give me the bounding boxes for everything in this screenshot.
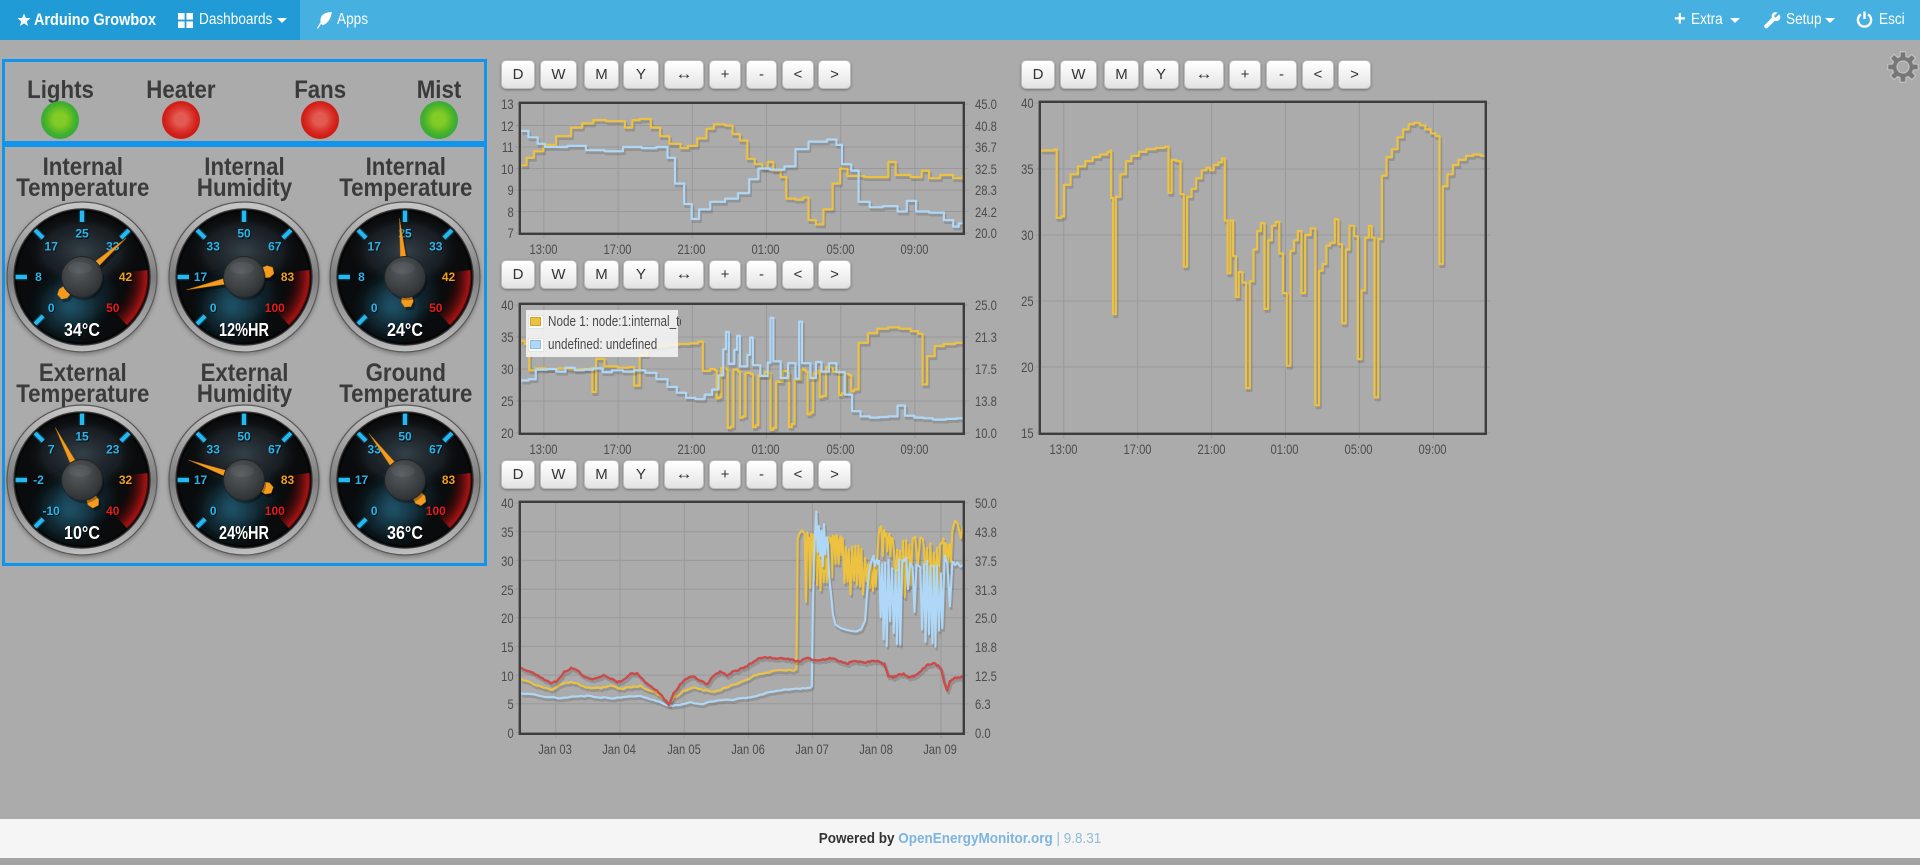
svg-text:0: 0 — [49, 302, 56, 316]
svg-text:17: 17 — [46, 241, 60, 255]
svg-text:33: 33 — [430, 241, 444, 255]
svg-text:50: 50 — [430, 302, 444, 316]
svg-text:50: 50 — [429, 301, 443, 315]
svg-text:100: 100 — [265, 302, 285, 316]
svg-text:50: 50 — [238, 228, 252, 242]
svg-text:17: 17 — [368, 239, 382, 253]
svg-text:33: 33 — [106, 239, 120, 253]
svg-text:50: 50 — [107, 302, 121, 316]
svg-text:8: 8 — [35, 270, 42, 284]
svg-text:24°C: 24°C — [387, 319, 423, 340]
svg-text:8: 8 — [358, 270, 365, 284]
svg-text:50: 50 — [237, 430, 251, 444]
svg-text:0: 0 — [48, 301, 55, 315]
svg-text:83: 83 — [442, 473, 456, 487]
svg-text:32: 32 — [120, 474, 134, 488]
svg-text:0: 0 — [209, 301, 216, 315]
svg-text:8: 8 — [36, 271, 43, 285]
svg-text:24%HR: 24%HR — [219, 522, 269, 543]
svg-text:12%HR: 12%HR — [219, 319, 269, 340]
svg-text:42: 42 — [443, 271, 457, 285]
svg-text:25: 25 — [76, 228, 90, 242]
svg-text:50: 50 — [399, 431, 413, 445]
svg-text:83: 83 — [281, 474, 295, 488]
svg-text:10°C: 10°C — [65, 523, 101, 544]
svg-text:17: 17 — [369, 241, 383, 255]
svg-text:23: 23 — [107, 444, 121, 458]
svg-text:67: 67 — [268, 239, 282, 253]
svg-text:100: 100 — [426, 504, 446, 518]
svg-text:34°C: 34°C — [64, 319, 100, 340]
svg-text:34°C: 34°C — [65, 320, 101, 341]
svg-text:24%HR: 24%HR — [220, 523, 270, 544]
svg-text:100: 100 — [265, 505, 285, 519]
svg-text:17: 17 — [193, 270, 207, 284]
svg-text:36°C: 36°C — [388, 523, 424, 544]
svg-text:-2: -2 — [33, 473, 44, 487]
svg-text:24°C: 24°C — [388, 320, 424, 341]
svg-text:17: 17 — [193, 473, 207, 487]
svg-text:25: 25 — [75, 227, 89, 241]
svg-text:8: 8 — [359, 271, 366, 285]
svg-text:17: 17 — [356, 474, 370, 488]
svg-text:83: 83 — [281, 271, 295, 285]
svg-text:33: 33 — [429, 239, 443, 253]
svg-text:100: 100 — [427, 505, 447, 519]
svg-text:83: 83 — [280, 270, 294, 284]
svg-text:17: 17 — [45, 239, 59, 253]
svg-text:17: 17 — [355, 473, 369, 487]
svg-text:83: 83 — [280, 473, 294, 487]
svg-text:67: 67 — [269, 444, 283, 458]
svg-text:0: 0 — [209, 504, 216, 518]
svg-text:33: 33 — [206, 442, 220, 456]
svg-text:33: 33 — [207, 444, 221, 458]
svg-text:50: 50 — [398, 430, 412, 444]
svg-text:0: 0 — [372, 302, 379, 316]
svg-text:15: 15 — [76, 431, 90, 445]
svg-text:40: 40 — [107, 505, 121, 519]
svg-text:7: 7 — [48, 442, 55, 456]
svg-text:17: 17 — [194, 271, 208, 285]
svg-text:32: 32 — [119, 473, 133, 487]
svg-text:23: 23 — [106, 442, 120, 456]
svg-text:33: 33 — [206, 239, 220, 253]
svg-text:67: 67 — [269, 241, 283, 255]
svg-text:0: 0 — [371, 301, 378, 315]
svg-text:0: 0 — [210, 302, 217, 316]
svg-text:42: 42 — [120, 271, 134, 285]
svg-text:-2: -2 — [34, 474, 45, 488]
svg-text:67: 67 — [430, 444, 444, 458]
svg-text:36°C: 36°C — [387, 522, 423, 543]
svg-text:100: 100 — [264, 301, 284, 315]
svg-text:10°C: 10°C — [64, 522, 100, 543]
svg-text:7: 7 — [49, 444, 56, 458]
svg-text:-10: -10 — [44, 505, 62, 519]
svg-text:67: 67 — [268, 442, 282, 456]
svg-text:0: 0 — [372, 505, 379, 519]
svg-text:42: 42 — [119, 270, 133, 284]
svg-text:50: 50 — [106, 301, 120, 315]
svg-text:40: 40 — [106, 504, 120, 518]
svg-text:0: 0 — [210, 505, 217, 519]
svg-text:50: 50 — [237, 227, 251, 241]
svg-text:17: 17 — [194, 474, 208, 488]
svg-text:42: 42 — [442, 270, 456, 284]
svg-text:67: 67 — [429, 442, 443, 456]
svg-text:-10: -10 — [43, 504, 61, 518]
svg-text:100: 100 — [264, 504, 284, 518]
svg-text:12%HR: 12%HR — [220, 320, 270, 341]
svg-text:33: 33 — [207, 241, 221, 255]
svg-text:0: 0 — [371, 504, 378, 518]
svg-text:83: 83 — [443, 474, 457, 488]
svg-text:50: 50 — [238, 431, 252, 445]
svg-text:15: 15 — [75, 430, 89, 444]
